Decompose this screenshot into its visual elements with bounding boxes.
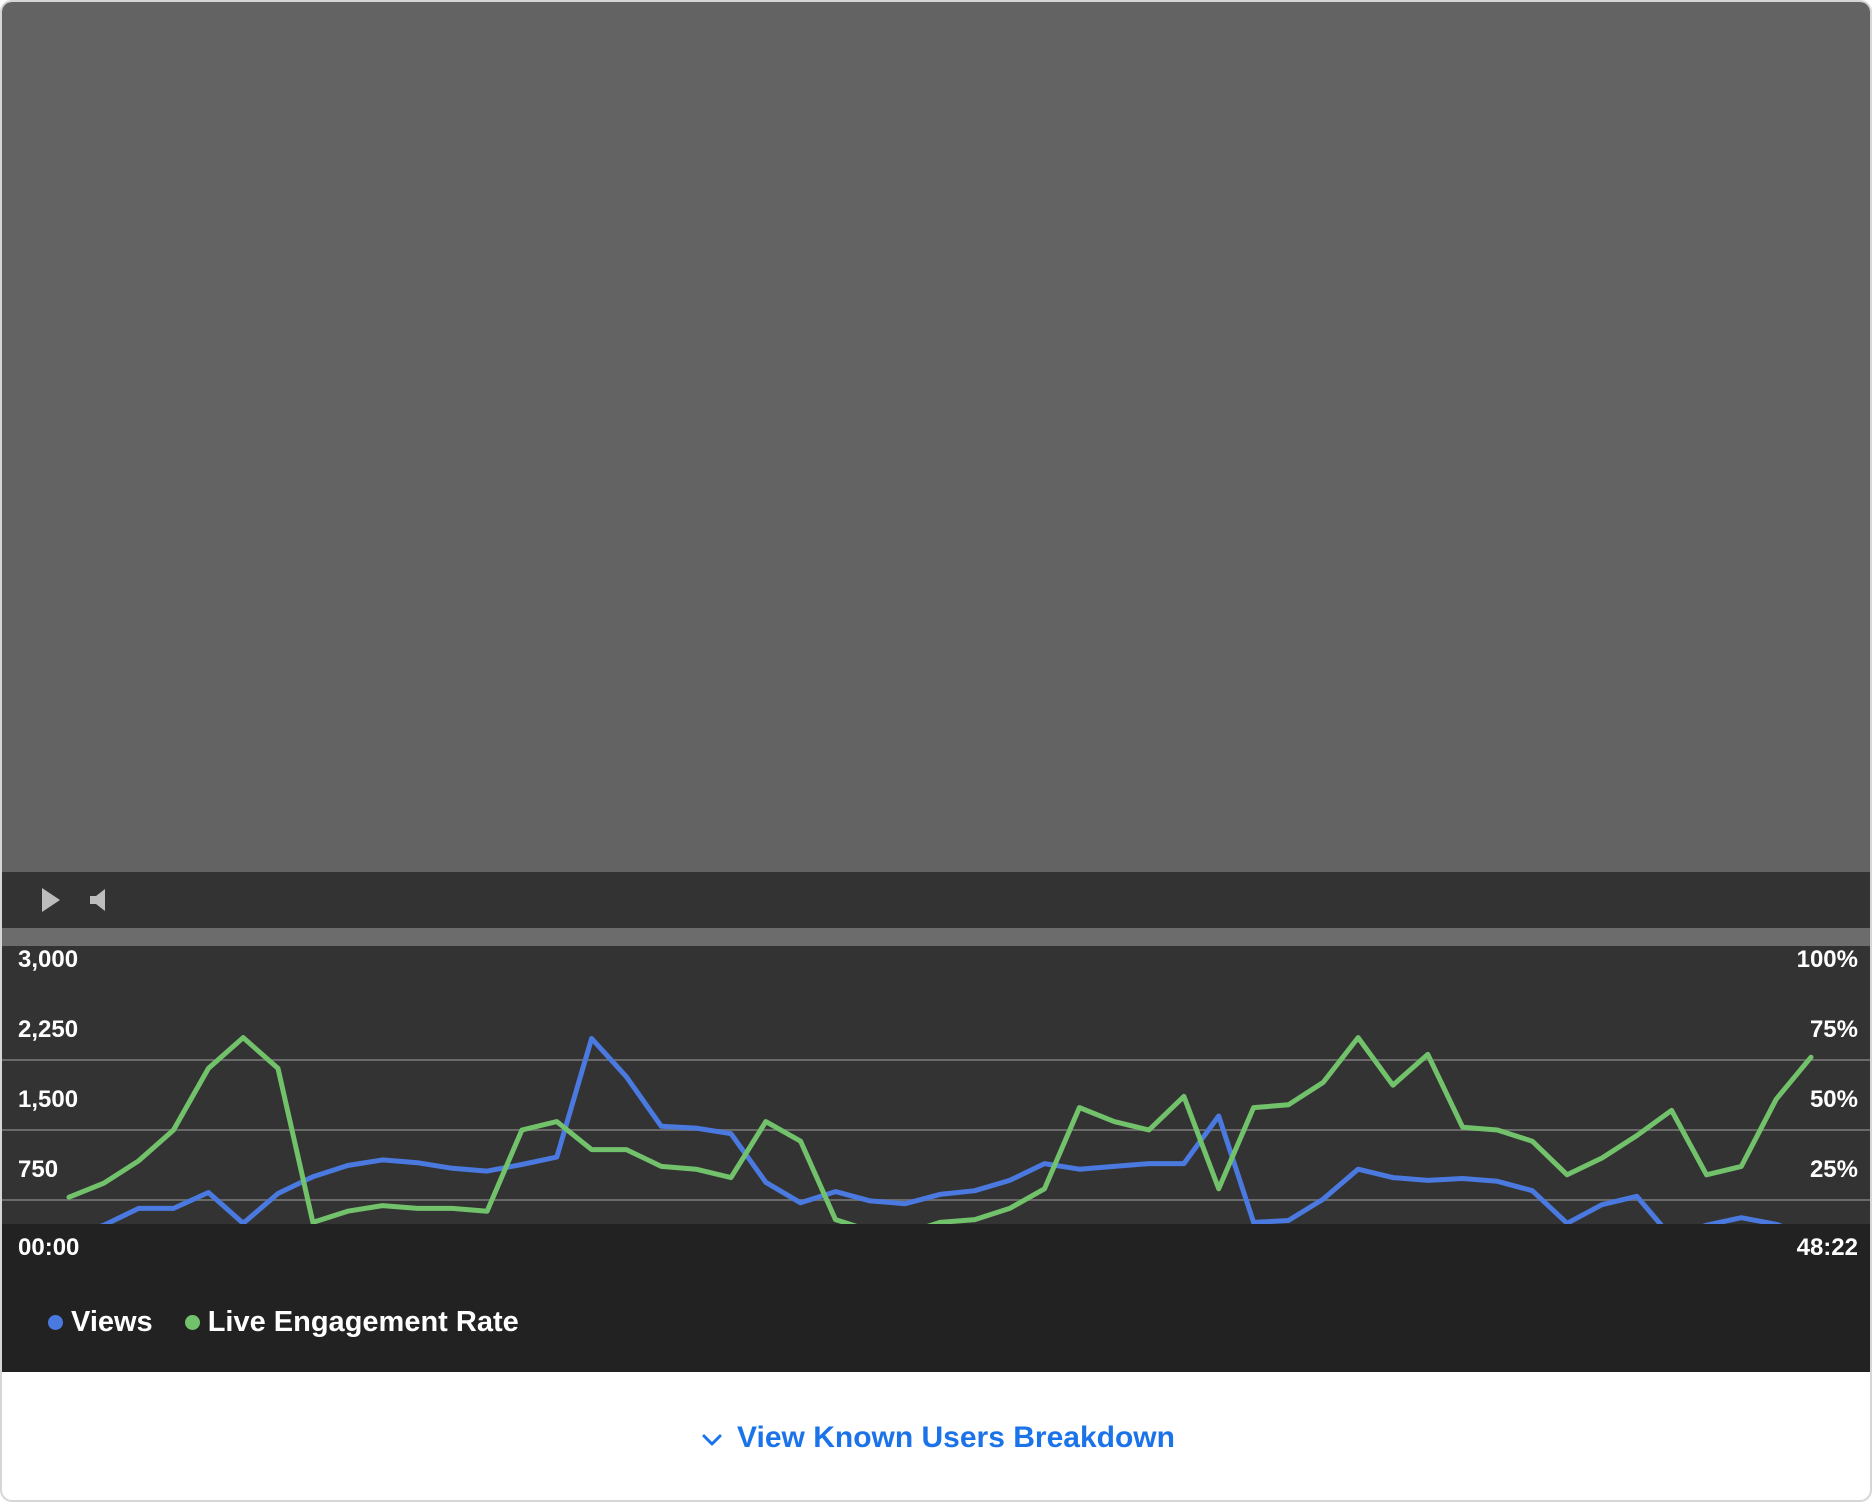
timeline-footer: 00:00 48:22 Views Live Engagement Rate: [2, 1224, 1870, 1372]
legend-item-views: Views: [48, 1306, 153, 1339]
play-icon: [39, 886, 63, 914]
volume-icon: [87, 887, 109, 913]
legend-label-engagement: Live Engagement Rate: [207, 1306, 519, 1338]
left-axis-tick-3000: 3,000: [18, 946, 79, 973]
player-controls: [2, 872, 1870, 928]
chevron-down-icon: [701, 1421, 723, 1455]
right-axis-tick-25: 25%: [1809, 1156, 1858, 1183]
engagement-chart: 3,000 2,250 1,500 750 100% 75% 50% 25%: [2, 946, 1870, 1224]
play-button[interactable]: [31, 880, 71, 920]
playback-progress-bar[interactable]: [2, 928, 1870, 946]
legend-dot-views: [48, 1315, 63, 1330]
breakdown-label: View Known Users Breakdown: [737, 1421, 1175, 1454]
right-axis-tick-75: 75%: [1809, 1016, 1858, 1043]
time-start-label: 00:00: [18, 1234, 80, 1261]
series-line-views: [99, 1036, 1783, 1224]
series-line-engagement: [66, 1035, 1814, 1224]
right-axis-tick-50: 50%: [1809, 1086, 1858, 1113]
legend-label-views: Views: [71, 1306, 153, 1338]
view-known-users-breakdown-button[interactable]: View Known Users Breakdown: [701, 1421, 1175, 1455]
breakdown-section: View Known Users Breakdown: [2, 1372, 1870, 1500]
legend-item-engagement: Live Engagement Rate: [184, 1306, 519, 1339]
time-end-label: 48:22: [1796, 1234, 1858, 1261]
legend-dot-engagement: [184, 1315, 200, 1330]
video-viewport[interactable]: [2, 2, 1870, 872]
chart-plot: [2, 1035, 1870, 1224]
left-axis-tick-1500: 1,500: [18, 1086, 79, 1113]
left-axis-tick-2250: 2,250: [18, 1016, 79, 1043]
chart-legend: Views Live Engagement Rate: [48, 1306, 519, 1339]
right-axis-tick-100: 100%: [1796, 946, 1858, 973]
volume-button[interactable]: [78, 880, 118, 920]
left-axis-tick-750: 750: [18, 1156, 59, 1183]
